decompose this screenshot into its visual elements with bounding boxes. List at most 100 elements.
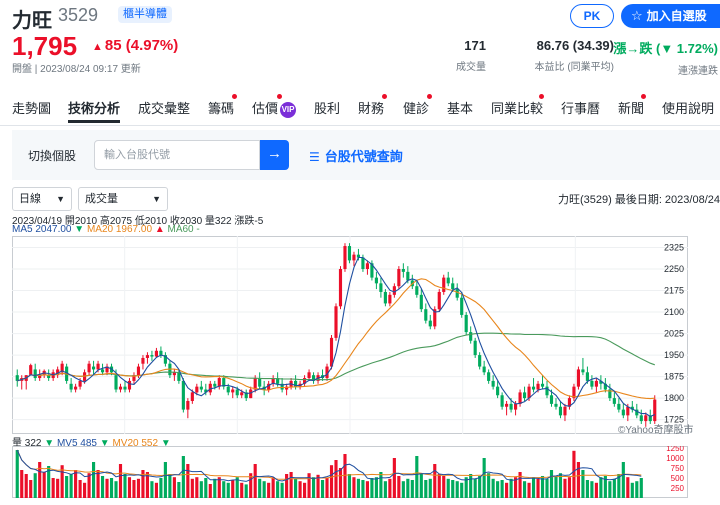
volume-bar [419,473,423,498]
down-triangle-icon: ▼ [99,438,110,449]
candle-body [33,369,37,379]
volume-bar [410,480,414,498]
candle-body [338,269,343,307]
candle-body [100,369,105,373]
volume-bar [186,464,190,498]
volume-bar [505,482,509,498]
add-watchlist-button[interactable]: ☆ 加入自選股 [621,4,720,28]
ma5-line [17,256,656,418]
candle-body [540,383,545,387]
candle-body [370,263,374,278]
candle-body [334,306,338,338]
candle-body [231,389,235,393]
volume-bar [204,478,208,498]
candle-body [240,392,244,396]
volume-bar [379,472,383,498]
volume-bar [267,482,271,498]
code-lookup-link[interactable]: ☰ 台股代號查詢 [309,146,403,165]
volume-bar [347,474,352,498]
volume-bar [397,476,401,498]
tab-calendar[interactable]: 行事曆 [561,101,601,116]
candle-body [446,277,450,284]
switch-stock-label: 切換個股 [28,149,77,163]
candle-body [96,363,100,370]
mv5-value: MV5 485 [56,438,97,449]
volume-bar [370,478,374,498]
volume-bar [91,462,96,498]
volume-bar [65,476,69,498]
candle-body [29,365,33,376]
stat-value: 漲→跌 (▼ 1.72%) [613,41,718,56]
price-tick-label: 2250 [664,264,684,274]
tab-health[interactable]: 健診 [403,101,430,116]
tab-technical[interactable]: 技術分析 [68,101,121,116]
volume-bar [558,473,563,498]
volume-bar [150,481,154,498]
volume-bar [87,473,91,498]
price-tick-label: 2100 [664,307,684,317]
candle-body [127,380,132,390]
volume-bar [549,470,554,498]
candle-body [469,332,473,341]
tab-financials[interactable]: 財務 [358,101,385,116]
tab-peers[interactable]: 同業比較 [491,101,544,116]
candle-body [500,395,504,407]
period-select[interactable]: 日線 ▼ [12,187,72,211]
volume-bar [222,481,226,498]
candle-body [392,286,396,295]
volume-bar [213,478,217,498]
tab-trend[interactable]: 走勢圖 [12,101,52,116]
indicator-select-value: 成交量 [85,193,118,205]
volume-bar [437,474,441,498]
tab-news[interactable]: 新聞 [618,101,645,116]
volume-bar [285,474,289,498]
volume-bar [123,474,127,498]
sector-badge[interactable]: 櫃半導體 [118,6,172,23]
volume-bar [487,473,491,498]
candle-body [406,271,410,281]
candle-body [74,386,78,390]
candle-body [208,383,212,393]
volume-bar [199,481,203,498]
stat-label: 本益比 (同業平均) [534,62,614,73]
tab-transactions[interactable]: 成交彙整 [138,101,191,116]
pk-button[interactable]: PK [570,4,614,28]
tab-valuation[interactable]: 估價 VIP [252,98,297,118]
tab-dividend[interactable]: 股利 [314,101,341,116]
candle-body [47,375,51,379]
indicator-select[interactable]: 成交量 ▼ [78,187,168,211]
volume-bar [20,470,24,498]
volume-bar [42,472,46,498]
candle-body [217,378,221,387]
candle-body [343,246,347,269]
candle-body [518,392,522,404]
volume-bar [401,481,405,498]
volume-bar [96,470,100,498]
volume-bar [276,481,280,498]
volume-bar [473,478,477,498]
candle-body [594,380,598,387]
tab-basics[interactable]: 基本 [447,101,474,116]
candle-body [235,389,239,396]
candle-body [204,389,208,393]
stock-search-input[interactable] [94,140,260,170]
candlestick-chart[interactable]: 1725 1800 1875 1950 2025 2100 2175 2250 2325 [12,236,688,434]
tab-chips[interactable]: 籌碼 [208,101,235,116]
candle-body [123,386,127,390]
price-change-value: 85 (4.97%) [104,37,179,54]
candle-body [118,386,123,390]
candle-body [419,294,423,310]
search-submit-button[interactable]: → [260,140,289,170]
volume-bar [289,472,293,498]
candle-body [154,350,158,357]
candle-body [648,415,652,422]
volume-bar [455,481,459,498]
volume-bar [307,473,311,498]
volume-bar [208,484,212,498]
quote-header: 力旺 3529 櫃半導體 PK ☆ 加入自選股 1,795 ▲ 85 (4.97%)… [0,0,720,130]
volume-bar [83,482,87,498]
tab-help[interactable]: 使用說明 [662,101,715,116]
stat-label: 連漲連跌 [678,66,718,77]
volume-bar [500,480,504,498]
